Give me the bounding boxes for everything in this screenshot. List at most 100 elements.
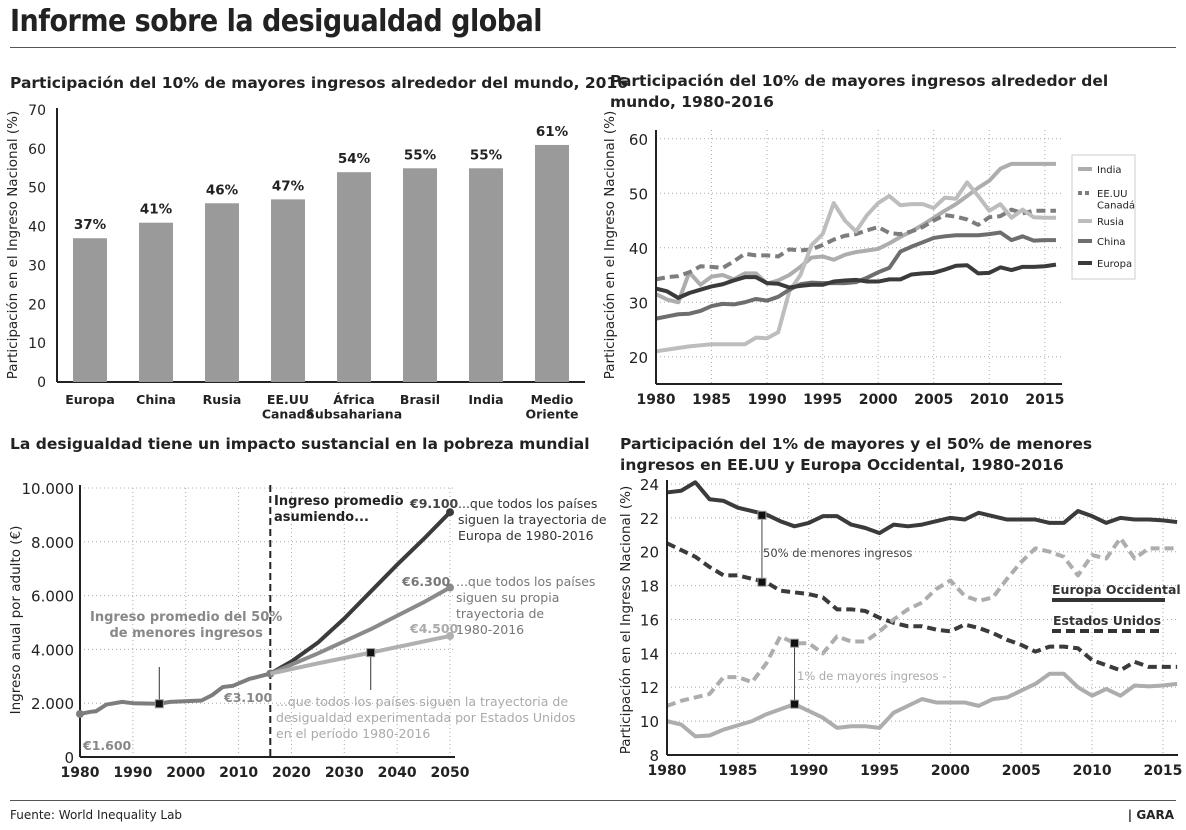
chart4-y-tick: 24 [640,476,659,494]
own-scenario-text: ...que todos los países siguen su propia… [456,574,596,637]
bar-category-label: Rusia [203,392,242,407]
chart3-x-tick: 2040 [378,765,417,781]
chart4-x-tick: 2010 [1073,763,1112,779]
us-end-value: €4.500 [410,621,459,636]
legend-label-1: EE.UU Canadá [1097,189,1135,212]
chart1-y-axis-label: Participación en el Ingreso Nacional (%) [5,111,21,379]
europe-end-value: €9.100 [410,496,459,511]
us-scenario-text: ...que todos los países siguen la trayec… [276,694,576,741]
chart1-y-tick: 30 [28,258,46,274]
bar-value-label: 47% [272,178,305,194]
chart2-x-tick: 1980 [637,392,676,408]
chart2-x-tick: 2015 [1025,392,1064,408]
europe-scenario-text: ...que todos los países siguen la trayec… [458,496,607,543]
chart3-x-tick: 1990 [113,765,152,781]
chart3-x-tick: 2020 [272,765,311,781]
legend-label-3: China [1097,237,1126,248]
chart4-y-tick: 20 [640,544,659,562]
chart3-y-tick: 6.000 [31,588,74,606]
chart3-y-tick: 2.000 [31,695,74,713]
chart2-x-tick: 1985 [692,392,731,408]
bar-value-label: 54% [338,151,371,167]
chart3-title: La desigualdad tiene un impacto sustanci… [10,435,590,453]
chart3-series-own [269,585,451,676]
chart3-x-tick: 2050 [431,765,470,781]
historical-label: Ingreso promedio del 50% de menores ingr… [90,610,283,641]
bar-category-label: Medio Oriente [526,392,579,421]
legend-label-4: Europa [1097,259,1132,270]
legend-estados-unidos: Estados Unidos [1053,613,1162,628]
bar-category-label: India [468,392,503,407]
chart4-y-tick: 8 [649,747,659,765]
chart2-y-axis-label: Participación en el Ingreso Nacional (%) [602,111,618,379]
chart4-x-tick: 1985 [718,763,757,779]
chart2-x-tick: 1995 [803,392,842,408]
bar-0 [73,238,107,382]
chart4-y-tick: 14 [640,645,659,663]
chart2-x-tick: 2005 [914,392,953,408]
us-scenario-marker [366,648,376,658]
top1-annotation: 1% de mayores ingresos - [797,669,947,683]
start-value-label: €1.600 [83,738,132,753]
bar-category-label: EE.UU Canadá [262,392,314,421]
bottom50-marker-us [757,577,767,587]
chart3-y-tick: 8.000 [31,534,74,552]
chart3-y-tick: 10.000 [22,480,75,498]
bar-value-label: 55% [404,147,437,163]
bar-value-label: 41% [140,202,173,218]
bar-5 [403,168,437,382]
bar-3 [271,199,305,382]
chart3-start-point [76,709,84,718]
bar-category-label: África Subsahariana [306,392,402,421]
footer-divider [10,800,1176,801]
chart2-series-4 [655,262,1057,300]
chart4-y-tick: 16 [640,611,659,629]
chart1-y-tick: 10 [28,336,46,352]
chart4-x-tick: 1980 [648,763,687,779]
chart2-series-3 [655,230,1056,321]
bar-value-label: 46% [206,182,239,198]
chart1-y-tick: 60 [28,142,46,158]
chart2-y-tick: 20 [629,349,648,367]
bottom50-annotation: 50% de menores ingresos [763,546,913,560]
chart3-series-historical [79,671,271,716]
chart1-y-tick: 20 [28,297,46,313]
brand-logo: | GARA [1127,808,1174,822]
chart2-y-tick: 60 [629,131,648,149]
bar-value-label: 37% [74,217,107,233]
chart4-y-tick: 12 [640,679,659,697]
chart2-series-0 [655,161,1056,305]
chart2-y-tick: 50 [629,185,648,203]
divider-label: Ingreso promedio asumiendo... [274,494,404,525]
chart4-series-0 [666,480,1178,536]
title-divider [10,47,1176,48]
bar-6 [469,168,503,382]
bar-category-label: Europa [65,392,115,407]
bottom50-marker-eu [757,510,767,520]
chart4-y-tick: 10 [640,713,659,731]
chart4-x-tick: 2015 [1143,763,1182,779]
bar-category-label: Brasil [400,392,440,407]
top1-marker-us [790,638,800,648]
chart3-x-tick: 2030 [325,765,364,781]
chart4-series-1 [666,541,1178,673]
chart3-endpoint-europe [446,508,455,517]
chart4-x-tick: 2005 [1002,763,1041,779]
chart4-x-tick: 1990 [789,763,828,779]
chart1-title: Participación del 10% de mayores ingreso… [10,74,629,92]
chart3-series-us [269,633,451,676]
chart1-y-tick: 50 [28,181,46,197]
chart2-x-tick: 2010 [970,392,1009,408]
chart2-y-tick: 40 [629,240,648,258]
bar-7 [535,144,569,382]
bar-category-label: China [136,392,176,407]
chart1-y-tick: 40 [28,220,46,236]
chart3-y-axis-label: Ingreso anual por adulto (€) [8,526,24,715]
chart4-title: Participación del 1% de mayores y el 50%… [620,435,1093,474]
chart2-x-tick: 1990 [748,392,787,408]
chart3-x-tick: 1980 [61,765,100,781]
chart3-endpoint-us [446,631,455,640]
page-title: Informe sobre la desigualdad global [10,4,543,39]
